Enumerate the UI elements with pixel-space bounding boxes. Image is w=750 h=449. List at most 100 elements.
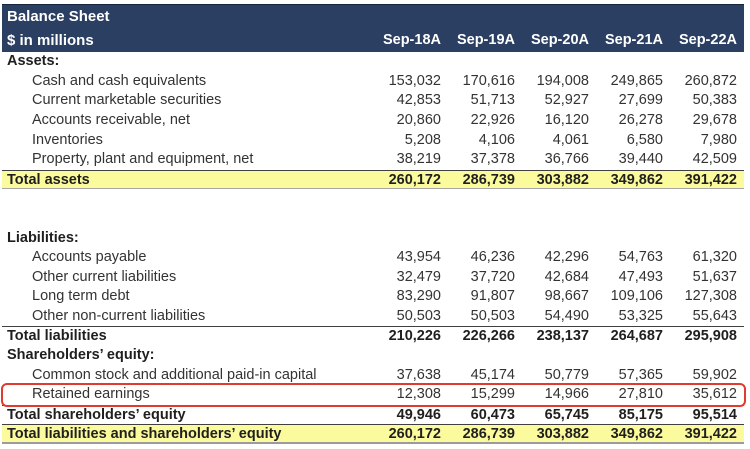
row-label: Other current liabilities	[32, 268, 177, 285]
cell-value: 85,175	[618, 406, 663, 423]
cell-value: 22,926	[470, 111, 515, 128]
row-label: Assets:	[7, 53, 60, 70]
cell-value: 54,763	[618, 249, 663, 266]
cell-value: 42,684	[544, 268, 589, 285]
cell-value: 20,860	[396, 111, 441, 128]
row-label: Total liabilities and shareholders’ equi…	[7, 426, 282, 443]
balance-sheet: Balance Sheet $ in millions Sep-18A Sep-…	[1, 4, 746, 444]
cell-value: 32,479	[396, 268, 441, 285]
cell-value: 57,365	[618, 366, 663, 383]
cell-value: 42,509	[692, 151, 737, 168]
cell-value: 249,865	[610, 72, 663, 89]
row-label: Retained earnings	[32, 386, 150, 403]
cell-value: 50,503	[396, 307, 441, 324]
cell-value: 49,946	[396, 406, 441, 423]
title-row: Balance Sheet	[2, 5, 744, 29]
table-row: Current marketable securities 42,853 51,71…	[2, 91, 744, 111]
cell-value: 26,278	[618, 111, 663, 128]
row-label: Other non-current liabilities	[32, 307, 206, 324]
cell-value: 60,473	[470, 406, 515, 423]
cell-value: 27,810	[618, 386, 663, 403]
table-row: Cash and cash equivalents 153,032 170,616 1…	[2, 72, 744, 92]
cell-value: 61,320	[692, 249, 737, 266]
cell-value: 14,966	[544, 386, 589, 403]
column-header: Sep-19A	[456, 31, 515, 48]
cell-value: 52,927	[544, 92, 589, 109]
cell-value: 210,226	[388, 328, 441, 345]
cell-value: 6,580	[626, 131, 663, 148]
cell-value: 37,638	[396, 366, 441, 383]
cell-value: 50,383	[692, 92, 737, 109]
cell-value: 303,882	[536, 171, 589, 188]
table-row: Inventories 5,208 4,106 4,061 6,580 7,980	[2, 130, 744, 150]
sheet-subtitle: $ in millions	[7, 31, 94, 49]
cell-value: 83,290	[396, 288, 441, 305]
cell-value: 260,172	[388, 426, 441, 443]
column-header: Sep-18A	[382, 31, 441, 48]
cell-value: 226,266	[462, 328, 515, 345]
row-label: Shareholders’ equity:	[7, 347, 155, 364]
cell-value: 238,137	[536, 328, 589, 345]
cell-value: 43,954	[396, 249, 441, 266]
cell-value: 295,908	[684, 328, 737, 345]
table-row: Total liabilities and shareholders’ equi…	[2, 424, 744, 444]
table-row: Total assets 260,172 286,739 303,882 349,862…	[2, 169, 744, 190]
table-row: Accounts payable 43,954 46,236 42,296 54,763…	[2, 248, 744, 268]
row-label: Long term debt	[32, 288, 130, 305]
table-row: Total liabilities 210,226 226,266 238,137 26…	[2, 326, 744, 346]
cell-value: 59,902	[692, 366, 737, 383]
column-header: Sep-21A	[604, 31, 663, 48]
column-header: Sep-22A	[678, 31, 737, 48]
cell-value: 391,422	[684, 426, 737, 443]
cell-value: 4,061	[552, 131, 589, 148]
row-label: Total shareholders’ equity	[7, 406, 186, 423]
cell-value: 50,779	[544, 366, 589, 383]
table-row: Liabilities:	[2, 228, 744, 248]
cell-value: 286,739	[462, 426, 515, 443]
cell-value: 39,440	[618, 151, 663, 168]
cell-value: 7,980	[700, 131, 737, 148]
table-row: Shareholders’ equity:	[2, 346, 744, 366]
table-row: Retained earnings 12,308 15,299 14,966 27,81…	[1, 383, 746, 407]
cell-value: 42,296	[544, 249, 589, 266]
cell-value: 55,643	[692, 307, 737, 324]
row-label: Inventories	[32, 131, 103, 148]
cell-value: 194,008	[536, 72, 589, 89]
cell-value: 37,378	[470, 151, 515, 168]
cell-value: 35,612	[692, 386, 737, 403]
cell-value: 260,872	[684, 72, 737, 89]
cell-value: 349,862	[610, 426, 663, 443]
column-header: Sep-20A	[530, 31, 589, 48]
cell-value: 170,616	[462, 72, 515, 89]
cell-value: 391,422	[684, 171, 737, 188]
cell-value: 286,739	[462, 171, 515, 188]
spacer-row	[2, 189, 744, 209]
cell-value: 65,745	[544, 406, 589, 423]
cell-value: 29,678	[692, 111, 737, 128]
row-label: Total assets	[7, 171, 90, 188]
cell-value: 45,174	[470, 366, 515, 383]
cell-value: 153,032	[388, 72, 441, 89]
cell-value: 91,807	[470, 288, 515, 305]
cell-value: 95,514	[692, 406, 737, 423]
row-label: Cash and cash equivalents	[32, 72, 207, 89]
table-body: Assets: Cash and cash equivalents 153,032 1…	[1, 52, 746, 444]
cell-value: 260,172	[388, 171, 441, 188]
cell-value: 51,713	[470, 92, 515, 109]
cell-value: 109,106	[610, 288, 663, 305]
cell-value: 38,219	[396, 151, 441, 168]
table-header: Balance Sheet $ in millions Sep-18A Sep-…	[2, 4, 744, 52]
cell-value: 36,766	[544, 151, 589, 168]
cell-value: 4,106	[478, 131, 515, 148]
cell-value: 51,637	[692, 268, 737, 285]
cell-value: 16,120	[544, 111, 589, 128]
table-row: Total shareholders’ equity 49,946 60,473 65…	[2, 404, 744, 425]
row-label: Common stock and additional paid-in capi…	[32, 366, 317, 383]
cell-value: 42,853	[396, 92, 441, 109]
cell-value: 54,490	[544, 307, 589, 324]
table-row: Long term debt 83,290 91,807 98,667 109,106 1…	[2, 287, 744, 307]
cell-value: 349,862	[610, 171, 663, 188]
spacer-row	[2, 209, 744, 229]
cell-value: 303,882	[536, 426, 589, 443]
table-row: Assets:	[2, 52, 744, 72]
